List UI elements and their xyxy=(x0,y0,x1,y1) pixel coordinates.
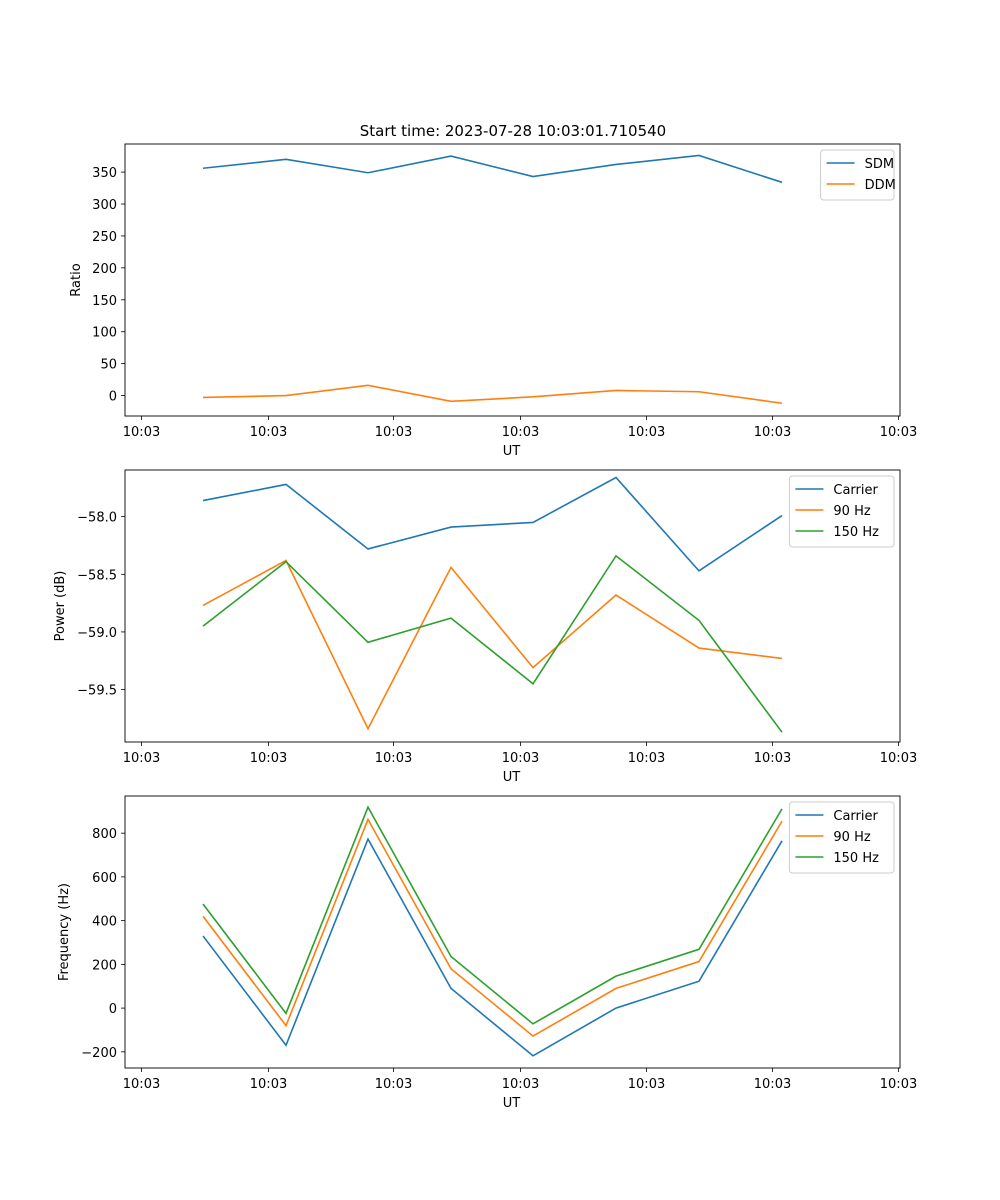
x-tick-label: 10:03 xyxy=(250,751,287,766)
x-axis-label: UT xyxy=(503,770,521,785)
y-tick-label: −59.5 xyxy=(77,684,117,699)
axes-frame xyxy=(124,469,901,743)
series-line-carrier xyxy=(202,476,783,572)
legend-box xyxy=(788,801,895,874)
series-line-ddm xyxy=(202,384,783,405)
y-tick-label: −200 xyxy=(81,1046,117,1061)
figure-title: Start time: 2023-07-28 10:03:01.710540 xyxy=(360,122,666,140)
y-axis-label: Frequency (Hz) xyxy=(57,883,72,981)
chart-2: 10:03 10:03 10:03 10:03 10:03 10:03 10:03 −59.5… xyxy=(53,469,917,785)
legend-label: 150 Hz xyxy=(833,525,879,540)
x-tick-label: 10:03 xyxy=(123,751,160,766)
series-line-sdm xyxy=(202,154,783,184)
x-tick-label: 10:03 xyxy=(250,425,287,440)
axes-frame xyxy=(124,795,901,1069)
x-tick-label: 10:03 xyxy=(502,751,539,766)
legend-label: 90 Hz xyxy=(833,504,870,519)
y-tick-label: 100 xyxy=(92,326,117,341)
legend: SDM DDM xyxy=(820,149,896,201)
x-tick-label: 10:03 xyxy=(754,425,791,440)
legend: Carrier 90 Hz 150 Hz xyxy=(788,475,895,548)
legend-label: Carrier xyxy=(833,809,878,824)
x-tick-label: 10:03 xyxy=(880,1077,917,1092)
legend-label: 90 Hz xyxy=(833,830,870,845)
x-tick-label: 10:03 xyxy=(502,1077,539,1092)
x-tick-label: 10:03 xyxy=(754,751,791,766)
x-tick-label: 10:03 xyxy=(250,1077,287,1092)
y-tick-label: 200 xyxy=(92,262,117,277)
x-tick-label: 10:03 xyxy=(502,425,539,440)
legend: Carrier 90 Hz 150 Hz xyxy=(788,801,895,874)
chart-1: 10:03 10:03 10:03 10:03 10:03 10:03 10:03 0 50 10… xyxy=(69,143,917,459)
x-tick-label: 10:03 xyxy=(123,1077,160,1092)
x-tick-label: 10:03 xyxy=(880,751,917,766)
x-tick-label: 10:03 xyxy=(375,425,412,440)
charts-layer: 10:03 10:03 10:03 10:03 10:03 10:03 10:03 0 50 10… xyxy=(53,143,917,1111)
x-tick-label: 10:03 xyxy=(628,425,665,440)
x-axis-label: UT xyxy=(503,444,521,459)
y-tick-label: −58.0 xyxy=(77,511,117,526)
x-tick-label: 10:03 xyxy=(375,751,412,766)
x-tick-label: 10:03 xyxy=(123,425,160,440)
axes-frame xyxy=(124,143,901,417)
series-line-carrier xyxy=(202,837,783,1057)
x-tick-label: 10:03 xyxy=(628,751,665,766)
x-axis-label: UT xyxy=(503,1096,521,1111)
x-tick-label: 10:03 xyxy=(628,1077,665,1092)
legend-label: DDM xyxy=(865,178,896,193)
y-tick-label: 800 xyxy=(92,827,117,842)
legend-label: SDM xyxy=(865,157,894,172)
y-tick-label: −59.0 xyxy=(77,626,117,641)
y-tick-label: 300 xyxy=(92,198,117,213)
chart-3: 10:03 10:03 10:03 10:03 10:03 10:03 10:03 −200 0… xyxy=(57,795,917,1111)
y-tick-label: −58.5 xyxy=(77,568,117,583)
series-line-90-hz xyxy=(202,817,783,1038)
y-tick-label: 0 xyxy=(109,390,117,405)
y-axis-label: Ratio xyxy=(69,263,84,296)
y-tick-label: 150 xyxy=(92,294,117,309)
y-axis-label: Power (dB) xyxy=(53,571,68,642)
y-tick-label: 250 xyxy=(92,230,117,245)
y-tick-label: 50 xyxy=(100,358,117,373)
x-tick-label: 10:03 xyxy=(375,1077,412,1092)
series-line-90-hz xyxy=(202,559,783,731)
x-tick-label: 10:03 xyxy=(880,425,917,440)
legend-box xyxy=(788,475,895,548)
y-tick-label: 400 xyxy=(92,915,117,930)
x-tick-label: 10:03 xyxy=(754,1077,791,1092)
legend-label: 150 Hz xyxy=(833,851,879,866)
y-tick-label: 600 xyxy=(92,871,117,886)
y-tick-label: 200 xyxy=(92,958,117,973)
series-line-150-hz xyxy=(202,554,783,733)
series-line-150-hz xyxy=(202,805,783,1025)
y-tick-label: 350 xyxy=(92,166,117,181)
y-tick-label: 0 xyxy=(109,1002,117,1017)
legend-label: Carrier xyxy=(833,483,878,498)
